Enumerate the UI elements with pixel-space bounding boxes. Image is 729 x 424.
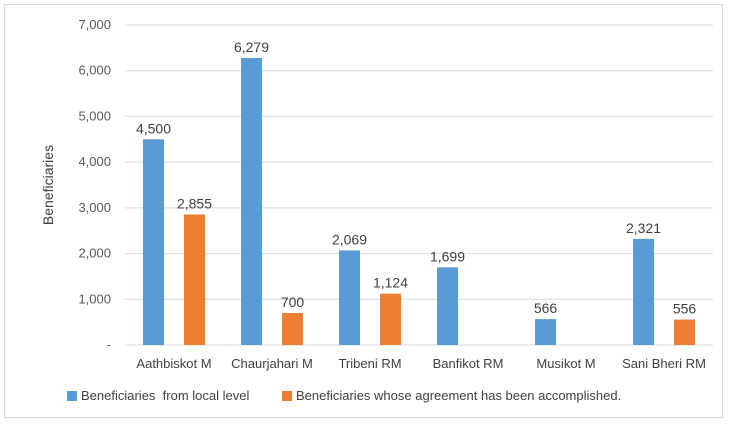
category-label: Sani Bheri RM [622, 356, 706, 371]
y-axis-label: Beneficiaries [40, 145, 56, 225]
data-label: 1,699 [430, 248, 465, 264]
data-label: 700 [281, 294, 305, 310]
data-label: 2,321 [626, 220, 661, 236]
bar-agreement [674, 319, 695, 345]
category-label: Tribeni RM [338, 356, 401, 371]
y-tick-label: 7,000 [78, 17, 111, 32]
data-label: 566 [534, 300, 558, 316]
bar-agreement [380, 293, 401, 345]
data-label: 6,279 [234, 39, 269, 55]
bar-agreement [184, 214, 205, 345]
data-label: 2,069 [332, 231, 367, 247]
bar-local-level [241, 57, 262, 346]
data-label: 1,124 [373, 275, 408, 291]
data-label: 2,855 [177, 195, 212, 211]
bar-local-level [633, 238, 654, 345]
category-label: Musikot M [536, 356, 595, 371]
y-tick-label: 1,000 [78, 291, 111, 306]
data-label: 556 [673, 301, 697, 317]
bar-local-level [437, 267, 458, 345]
bar-chart: - 1,000 2,000 3,000 4,000 5,000 6,000 7,000 Bene… [40, 17, 713, 403]
category-label: Aathbiskot M [136, 356, 211, 371]
legend-label: Beneficiaries from local level [81, 388, 249, 403]
y-tick-label: 4,000 [78, 154, 111, 169]
legend-swatch [67, 391, 77, 401]
legend-swatch [282, 391, 292, 401]
y-tick-label: 6,000 [78, 63, 111, 78]
y-tick-label: 3,000 [78, 200, 111, 215]
bar-agreement [282, 313, 303, 345]
legend-label: Beneficiaries whose agreement has been a… [296, 388, 621, 403]
chart-frame: - 1,000 2,000 3,000 4,000 5,000 6,000 7,000 Bene… [4, 4, 723, 418]
bar-local-level [535, 319, 556, 345]
data-label: 4,500 [136, 120, 171, 136]
category-label: Chaurjahari M [231, 356, 313, 371]
y-tick-label: - [107, 337, 111, 352]
y-tick-label: 5,000 [78, 108, 111, 123]
category-label: Banfikot RM [433, 356, 504, 371]
bar-local-level [339, 250, 360, 345]
bar-local-level [143, 139, 164, 345]
y-tick-label: 2,000 [78, 246, 111, 261]
